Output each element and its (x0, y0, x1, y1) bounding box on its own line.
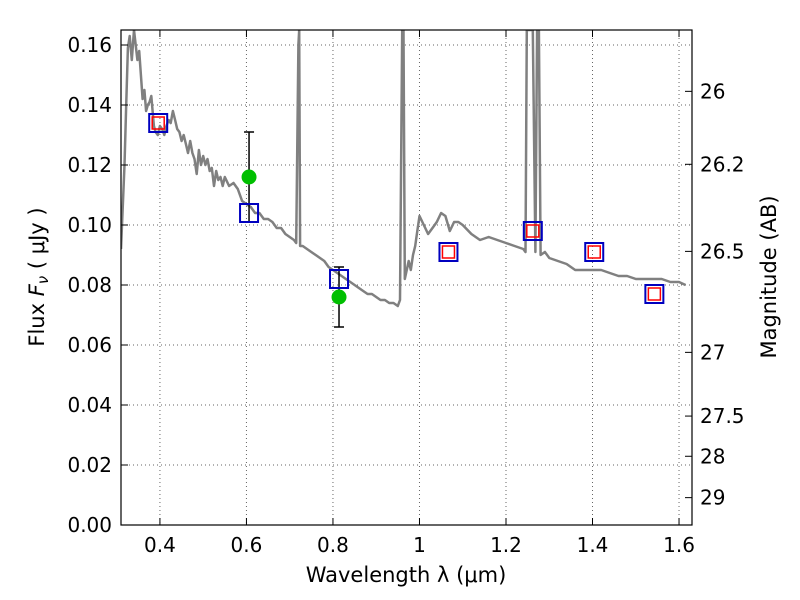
axes-ticks: 0.4 0.6 0.8 1 1.2 1.4 1.6 0.00 0.02 0.04 0.06 0.08 0… (67, 30, 745, 557)
y-axis-label-units: ( μJy ) (25, 207, 49, 275)
grid (121, 30, 692, 526)
y-axis-label-prefix: Flux (25, 296, 49, 346)
fitted-band-square (151, 116, 165, 130)
y-tick-label: 0.02 (67, 453, 112, 477)
observed-point (331, 289, 347, 305)
x-tick-label: 1.6 (663, 533, 695, 557)
plot-area (121, 30, 687, 328)
x-tick-label: 1.2 (490, 533, 522, 557)
y2-tick-label: 29 (700, 486, 725, 510)
y-tick-label: 0.10 (67, 213, 112, 237)
x-tick-label: 0.4 (144, 533, 176, 557)
y-axis-label-symbol: F (25, 283, 49, 296)
y2-axis-label: Magnitude (AB) (757, 195, 781, 358)
x-tick-label: 1 (413, 533, 426, 557)
y-tick-label: 0.04 (67, 393, 112, 417)
observed-point (241, 169, 257, 185)
fitted-band-square (441, 245, 456, 259)
y2-tick-label: 28 (700, 444, 725, 468)
y-tick-label: 0.12 (67, 153, 112, 177)
y2-tick-label: 26 (700, 79, 725, 103)
model-band-square (148, 113, 169, 133)
y-tick-label: 0.14 (67, 93, 112, 117)
model-band-square (522, 221, 543, 241)
y-tick-label: 0.00 (67, 513, 112, 537)
y2-tick-label: 26.2 (700, 152, 745, 176)
y-tick-label: 0.06 (67, 333, 112, 357)
x-tick-label: 0.6 (231, 533, 263, 557)
plot-frame (120, 29, 693, 526)
y2-tick-label: 27 (700, 340, 725, 364)
y2-tick-label: 27.5 (700, 404, 745, 428)
y-tick-label: 0.08 (67, 273, 112, 297)
x-tick-label: 1.4 (577, 533, 609, 557)
y2-tick-label: 26.5 (700, 239, 745, 263)
model-band-square (644, 284, 665, 304)
model-band-square (438, 242, 459, 262)
model-band-square (239, 203, 260, 223)
y-tick-label: 0.16 (67, 33, 112, 57)
y-axis-label: Flux Fν ( μJy ) (25, 207, 52, 346)
x-axis-label: Wavelength λ (μm) (306, 563, 507, 587)
fitted-band-square (526, 224, 540, 238)
fitted-band-square (587, 245, 601, 259)
y-axis-label-subscript: ν (34, 276, 52, 284)
model-band-square (329, 269, 350, 289)
x-tick-label: 0.8 (317, 533, 349, 557)
model-band-square (584, 242, 605, 262)
axes-labels: Wavelength λ (μm) Flux Fν ( μJy ) Magnit… (25, 195, 781, 587)
fitted-band-square (647, 287, 662, 301)
